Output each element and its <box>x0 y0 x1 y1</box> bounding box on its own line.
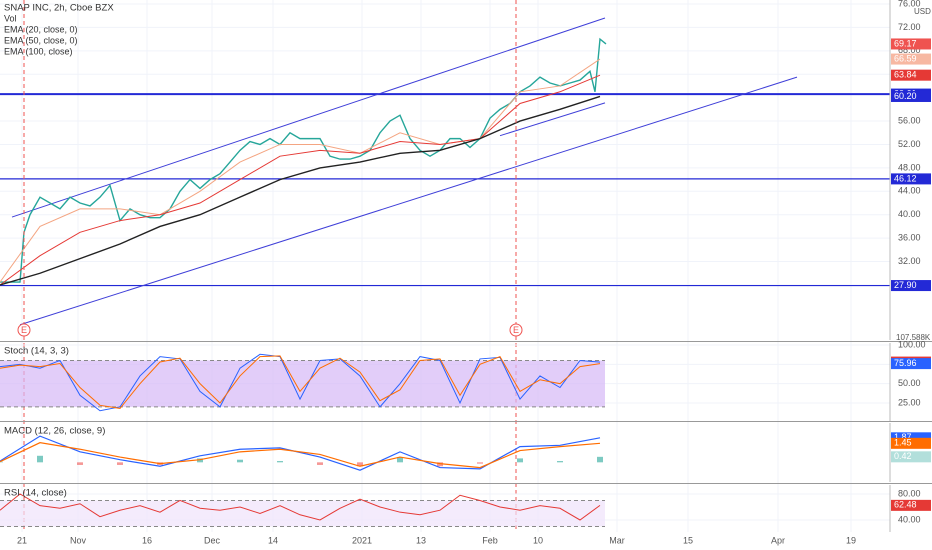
trend-line <box>499 102 606 137</box>
x-tick-label: 15 <box>683 535 693 545</box>
band <box>0 360 605 407</box>
histogram-bar <box>197 458 203 463</box>
histogram-bar <box>597 456 603 463</box>
series-line <box>0 95 601 286</box>
price-badge <box>891 38 931 50</box>
x-tick-label: 2021 <box>352 535 372 545</box>
histogram-bar <box>237 459 243 463</box>
series-line <box>0 74 601 286</box>
y-tick-label: 72.00 <box>898 22 921 32</box>
histogram-bar <box>477 462 483 464</box>
price-badge-label: 1.87 <box>894 432 912 442</box>
y-tick-label: 40.00 <box>898 514 921 524</box>
price-badge <box>891 358 931 370</box>
x-tick-label: 16 <box>142 535 152 545</box>
y-tick-label: 50.00 <box>898 378 921 388</box>
price-badge-label: 46.12 <box>894 173 917 183</box>
y-tick-label: 56.00 <box>898 115 921 125</box>
trend-line <box>11 17 606 218</box>
event-label: E <box>21 325 27 335</box>
price-badge <box>891 451 931 463</box>
x-tick-label: Mar <box>609 535 625 545</box>
histogram-bar <box>397 457 403 463</box>
y-tick-label: 32.00 <box>898 256 921 266</box>
event-marker <box>509 323 523 337</box>
price-badge-label: 63.84 <box>894 70 917 80</box>
y-tick-label: 52.00 <box>898 139 921 149</box>
price-badge <box>891 173 931 185</box>
pane-title: RSI (14, close) <box>4 488 67 499</box>
y-tick-label: 100.00 <box>898 339 926 349</box>
y-tick-label: 76.00 <box>898 0 921 8</box>
event-label: E <box>513 325 519 335</box>
y-tick-label: 25.00 <box>898 397 921 407</box>
x-tick-label: Apr <box>771 535 785 545</box>
volume-value: 107.588K <box>896 333 931 342</box>
price-badge-label: 60.20 <box>894 91 917 101</box>
price-badge <box>891 53 931 65</box>
legend-entry: EMA (20, close, 0) <box>4 24 78 34</box>
price-badge <box>891 437 931 449</box>
price-badge <box>891 280 931 292</box>
x-tick-label: Dec <box>204 535 221 545</box>
legend-entry: EMA (100, close) <box>4 46 73 56</box>
series-line <box>0 58 601 283</box>
axis-unit: USD <box>914 7 931 16</box>
pane-title: Stoch (14, 3, 3) <box>4 346 69 357</box>
band <box>0 500 605 527</box>
histogram-bar <box>437 462 443 467</box>
series-line <box>0 442 601 469</box>
histogram-bar <box>357 462 363 467</box>
histogram-bar <box>317 462 323 465</box>
series-line <box>0 435 601 471</box>
x-tick-label: 10 <box>533 535 543 545</box>
legend-entry: EMA (50, close, 0) <box>4 35 78 45</box>
trend-line <box>19 76 798 326</box>
y-tick-label: 48.00 <box>898 162 921 172</box>
x-tick-label: 21 <box>17 535 27 545</box>
price-badge-label: 27.90 <box>894 280 917 290</box>
pane-title: SNAP INC, 2h, Cboe BZX <box>4 3 114 14</box>
series-line <box>0 355 601 409</box>
histogram-bar <box>37 455 43 463</box>
price-badge-label: 1.45 <box>894 438 912 448</box>
pane-title: MACD (12, 26, close, 9) <box>4 426 105 437</box>
volume-label: Vol <box>4 13 17 23</box>
event-marker <box>17 323 31 337</box>
price-badge <box>891 499 931 511</box>
x-tick-label: Feb <box>482 535 498 545</box>
y-tick-label: 36.00 <box>898 233 921 243</box>
histogram-bar <box>77 462 83 465</box>
price-badge-label: 75.96 <box>894 358 917 368</box>
x-tick-label: 19 <box>846 535 856 545</box>
y-tick-label: 44.00 <box>898 186 921 196</box>
histogram-bar <box>277 461 283 463</box>
price-badge-label: 66.59 <box>894 53 917 63</box>
price-badge <box>891 69 931 81</box>
y-tick-label: 68.00 <box>898 45 921 55</box>
y-tick-label: 80.00 <box>898 488 921 498</box>
x-tick-label: 14 <box>268 535 278 545</box>
histogram-bar <box>557 461 563 463</box>
histogram-bar <box>517 458 523 463</box>
price-badge <box>891 90 931 102</box>
histogram-bar <box>0 461 3 463</box>
x-tick-label: Nov <box>70 535 87 545</box>
price-badge-label: 69.17 <box>894 38 917 48</box>
price-badge-label: 62.48 <box>894 500 917 510</box>
price-badge-label: 0.42 <box>894 451 912 461</box>
series-line <box>0 493 601 521</box>
y-tick-label: 40.00 <box>898 209 921 219</box>
x-tick-label: 13 <box>416 535 426 545</box>
price-badge <box>891 432 931 444</box>
histogram-bar <box>117 462 123 465</box>
